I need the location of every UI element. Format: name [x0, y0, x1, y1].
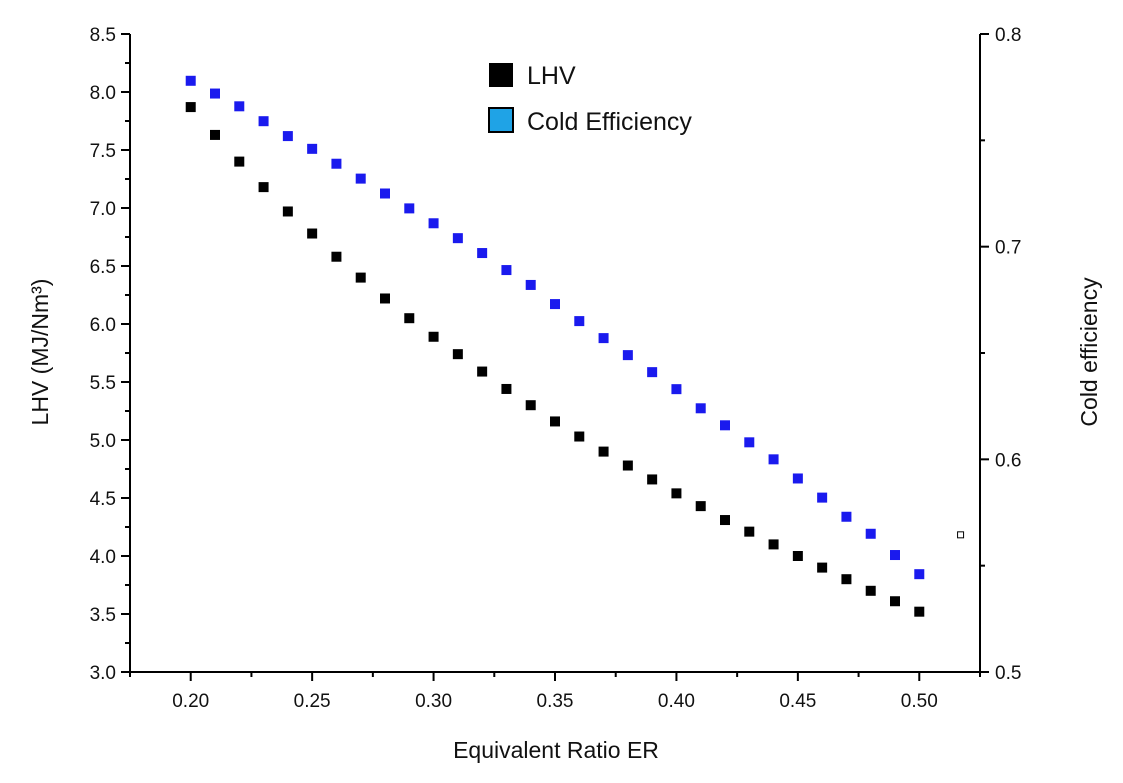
- x-tick-label: 0.45: [779, 691, 816, 712]
- x-tick-label: 0.20: [172, 691, 209, 712]
- lhv-point: [501, 383, 512, 394]
- cold-efficiency-point: [307, 143, 318, 154]
- series-lhv: [185, 102, 925, 617]
- y-left-tick-label: 6.0: [90, 315, 116, 336]
- cold-efficiency-point: [914, 569, 925, 580]
- cold-efficiency-point: [598, 333, 609, 344]
- cold-efficiency-point: [744, 437, 755, 448]
- x-tick-label: 0.40: [658, 691, 695, 712]
- lhv-point: [550, 416, 560, 427]
- lhv-point: [792, 551, 803, 561]
- cold-efficiency-point: [525, 279, 536, 290]
- lhv-point: [234, 156, 245, 167]
- lhv-point: [647, 474, 658, 485]
- lhv-point: [185, 102, 196, 113]
- legend-label-lhv: LHV: [527, 62, 576, 90]
- lhv-point: [817, 562, 828, 573]
- cold-efficiency-point: [671, 384, 682, 395]
- lhv-point: [914, 606, 925, 617]
- x-tick-label: 0.50: [901, 691, 938, 712]
- cold-efficiency-point: [355, 173, 366, 184]
- cold-efficiency-point: [647, 367, 658, 378]
- cold-efficiency-point: [258, 116, 269, 127]
- cold-efficiency-point: [428, 218, 439, 229]
- cold-efficiency-point: [452, 233, 463, 244]
- lhv-point: [525, 400, 536, 411]
- y-left-tick-label: 8.0: [90, 83, 116, 104]
- cold-efficiency-point: [331, 158, 342, 169]
- lhv-point: [695, 501, 706, 512]
- cold-efficiency-point: [380, 188, 390, 199]
- lhv-point: [744, 526, 755, 537]
- cold-efficiency-point: [550, 299, 560, 310]
- y-left-tick-label: 7.5: [90, 141, 116, 162]
- series-cold-efficiency: [185, 75, 925, 580]
- cold-efficiency-point: [282, 131, 293, 142]
- lhv-point: [210, 129, 220, 140]
- lhv-point: [428, 331, 439, 342]
- lhv-point: [890, 596, 900, 607]
- y-left-tick-label: 3.0: [90, 663, 116, 684]
- lhv-point: [477, 366, 488, 377]
- y-left-tick-label: 6.5: [90, 257, 116, 278]
- cold-efficiency-point: [890, 550, 900, 561]
- y-left-tick-label: 3.5: [90, 605, 116, 626]
- lhv-point: [258, 182, 269, 193]
- lhv-point: [720, 515, 730, 526]
- legend: LHV Cold Efficiency: [488, 62, 692, 136]
- lhv-point: [380, 293, 390, 304]
- lhv-point: [865, 585, 876, 596]
- cold-efficiency-point: [185, 75, 196, 86]
- lhv-point: [282, 206, 293, 217]
- annotation-marker: [957, 531, 965, 539]
- x-tick-label: 0.35: [537, 691, 574, 712]
- y-left-tick-label: 8.5: [90, 25, 116, 46]
- legend-marker-lhv: [489, 63, 513, 87]
- x-axis-title: Equivalent Ratio ER: [453, 737, 659, 763]
- cold-efficiency-point: [210, 88, 220, 99]
- lhv-point: [355, 272, 366, 283]
- y-left-tick-label: 4.0: [90, 547, 116, 568]
- lhv-point: [768, 539, 779, 550]
- data-marks: [185, 75, 965, 617]
- cold-efficiency-point: [768, 454, 779, 465]
- cold-efficiency-point: [865, 528, 876, 539]
- x-tick-label: 0.25: [294, 691, 331, 712]
- lhv-point: [622, 460, 633, 471]
- lhv-point: [307, 228, 318, 239]
- cold-efficiency-point: [574, 316, 585, 327]
- cold-efficiency-point: [817, 492, 828, 503]
- cold-efficiency-point: [622, 350, 633, 361]
- y-left-tick-label: 5.5: [90, 373, 116, 394]
- cold-efficiency-point: [404, 203, 415, 214]
- y-right-tick-label: 0.5: [995, 663, 1021, 684]
- lhv-point: [404, 313, 415, 324]
- cold-efficiency-point: [501, 265, 512, 276]
- cold-efficiency-point: [234, 101, 245, 112]
- axes: 3.03.54.04.55.05.56.06.57.07.58.08.50.50…: [90, 25, 1022, 712]
- cold-efficiency-point: [720, 420, 730, 431]
- cold-efficiency-point: [841, 511, 852, 522]
- y-left-tick-label: 4.5: [90, 489, 116, 510]
- x-tick-label: 0.30: [415, 691, 452, 712]
- lhv-point: [598, 446, 609, 457]
- legend-marker-cold-efficiency: [488, 107, 514, 133]
- cold-efficiency-point: [792, 473, 803, 484]
- y-right-tick-label: 0.7: [995, 238, 1021, 259]
- legend-label-cold-efficiency: Cold Efficiency: [527, 108, 692, 136]
- lhv-point: [331, 251, 342, 262]
- y-left-tick-label: 5.0: [90, 431, 116, 452]
- lhv-point: [671, 488, 682, 499]
- cold-efficiency-point: [695, 403, 706, 414]
- y-right-tick-label: 0.6: [995, 450, 1021, 471]
- y-axis-left-title: LHV (MJ/Nm³): [27, 279, 53, 426]
- y-left-tick-label: 7.0: [90, 199, 116, 220]
- lhv-point: [841, 574, 852, 585]
- y-right-tick-label: 0.8: [995, 25, 1021, 46]
- cold-efficiency-point: [477, 248, 488, 259]
- y-axis-right-title: Cold efficiency: [1076, 277, 1102, 427]
- lhv-point: [574, 431, 585, 442]
- lhv-point: [452, 349, 463, 360]
